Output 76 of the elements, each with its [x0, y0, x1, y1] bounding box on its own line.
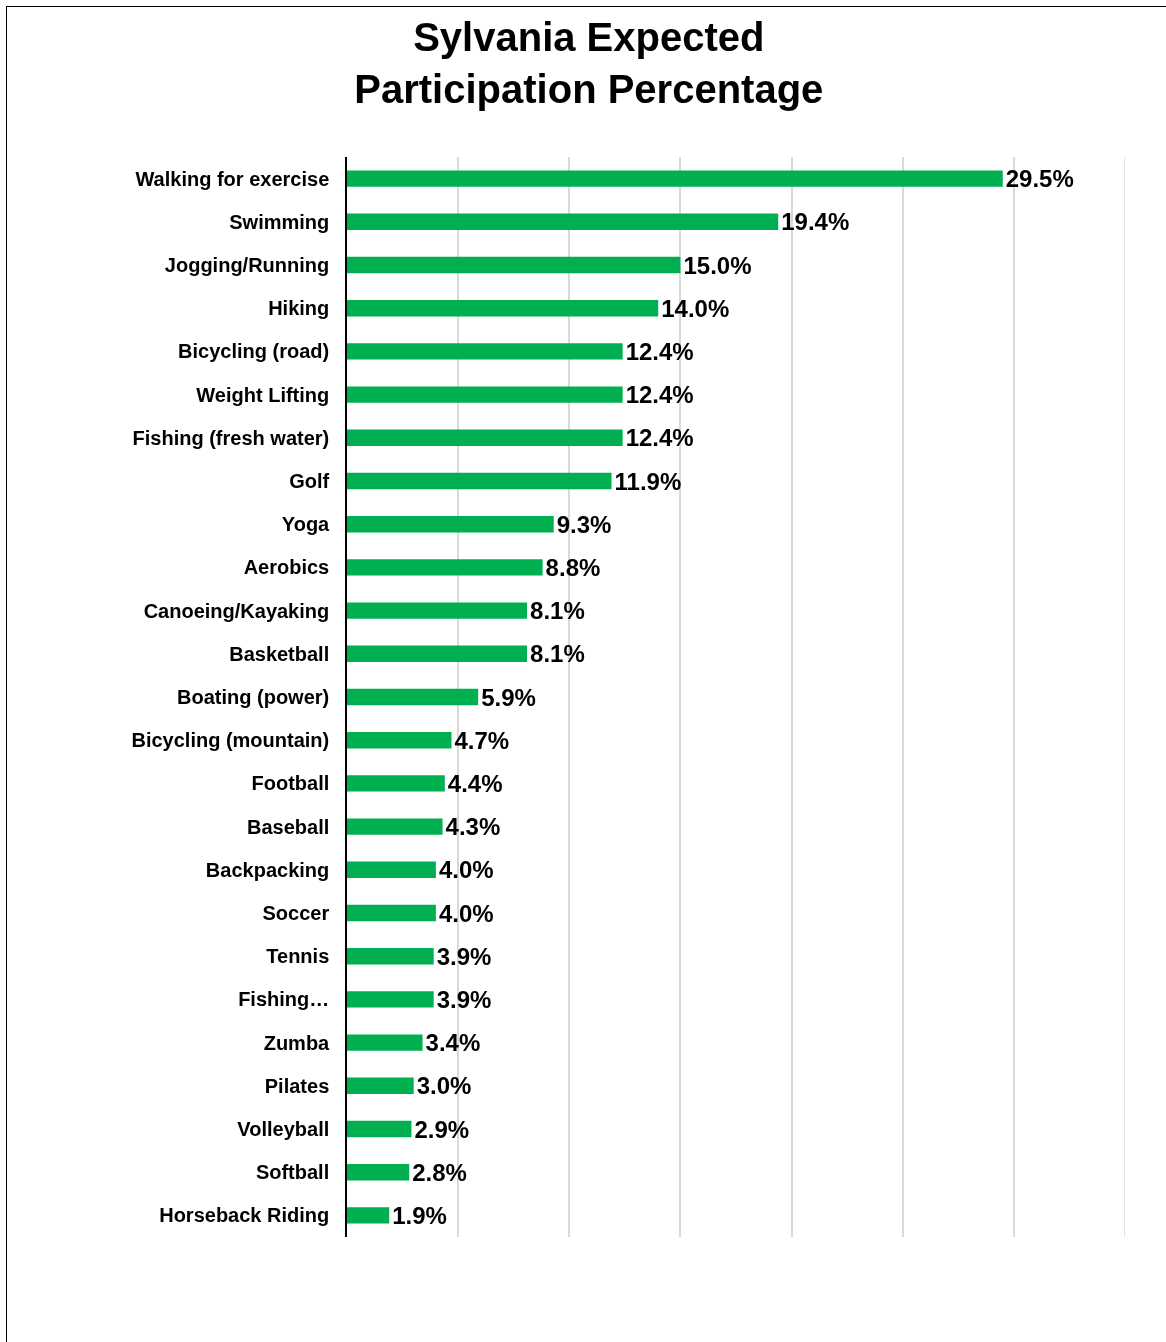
y-tick-label: Fishing…	[238, 988, 330, 1011]
bar	[347, 645, 528, 663]
bar	[347, 818, 443, 835]
bar	[347, 991, 434, 1008]
data-label: 3.0%	[416, 1072, 472, 1100]
y-tick-label: Walking for exercise	[135, 167, 330, 190]
data-label: 5.9%	[481, 683, 536, 711]
y-tick-label: Volleyball	[237, 1118, 330, 1140]
y-tick-label: Soccer	[262, 902, 330, 924]
y-tick-label: Hiking	[268, 297, 330, 320]
y-tick-label: Canoeing/Kayaking	[143, 599, 330, 622]
bar	[347, 256, 681, 274]
data-label: 12.4%	[625, 424, 694, 452]
bar	[347, 775, 445, 792]
bar	[347, 1163, 410, 1181]
y-tick-label: Backpacking	[205, 858, 330, 881]
y-tick-label: Horseback Riding	[159, 1204, 330, 1227]
y-tick-label: Pilates	[264, 1074, 330, 1097]
data-label: 4.0%	[438, 856, 494, 884]
data-label: 11.9%	[614, 467, 682, 495]
y-tick-label: Aerobics	[243, 556, 330, 579]
data-label: 3.9%	[436, 985, 492, 1013]
y-tick-label: Football	[251, 772, 330, 795]
bar	[347, 1077, 414, 1095]
bar	[347, 602, 528, 619]
data-label: 8.1%	[530, 640, 585, 668]
y-tick-label: Tennis	[266, 945, 330, 968]
data-label: 8.8%	[545, 553, 601, 581]
bar	[347, 688, 479, 706]
bar	[347, 1034, 423, 1051]
bar	[347, 386, 623, 403]
data-label: 2.8%	[412, 1158, 467, 1186]
data-label: 8.1%	[530, 597, 585, 625]
y-tick-label: Swimming	[229, 210, 330, 233]
y-tick-label: Bicycling (road)	[178, 340, 330, 363]
data-label: 12.4%	[625, 381, 694, 409]
y-tick-label: Basketball	[229, 642, 330, 665]
bar	[347, 515, 554, 533]
y-tick-label: Golf	[289, 470, 330, 492]
data-label: 2.9%	[414, 1115, 470, 1143]
y-tick-label: Bicycling (mountain)	[131, 729, 330, 752]
bar	[347, 559, 543, 576]
data-label: 4.7%	[454, 726, 510, 754]
data-label: 4.3%	[445, 813, 501, 841]
data-label: 1.9%	[392, 1201, 447, 1229]
bar	[347, 861, 436, 879]
bar	[347, 472, 612, 490]
y-tick-label: Fishing (fresh water)	[132, 426, 330, 449]
y-tick-label: Zumba	[263, 1031, 331, 1054]
data-label: 14.0%	[661, 294, 730, 322]
bar	[347, 731, 452, 749]
bar	[347, 343, 623, 360]
bar	[347, 1207, 390, 1224]
bar	[347, 947, 434, 965]
bar	[347, 213, 779, 231]
data-label: 4.0%	[438, 899, 494, 927]
y-tick-label: Jogging/Running	[164, 254, 330, 276]
y-tick-label: Baseball	[246, 815, 330, 838]
data-label: 4.4%	[447, 769, 503, 797]
y-tick-label: Boating (power)	[177, 686, 330, 708]
y-tick-label: Softball	[255, 1161, 330, 1184]
data-label: 12.4%	[625, 337, 694, 365]
data-label: 29.5%	[1005, 165, 1074, 193]
bar	[347, 904, 436, 922]
data-label: 15.0%	[683, 251, 752, 279]
bar	[347, 429, 623, 447]
data-label: 9.3%	[556, 510, 612, 538]
bar	[347, 170, 1003, 187]
bar	[347, 1120, 412, 1138]
data-label: 3.4%	[425, 1029, 481, 1057]
bar	[347, 299, 659, 317]
chart-title: Sylvania Expected Participation Percentage	[354, 15, 824, 111]
y-tick-label: Weight Lifting	[196, 383, 330, 406]
y-tick-label: Yoga	[281, 513, 331, 536]
data-label: 19.4%	[781, 208, 850, 236]
data-label: 3.9%	[436, 942, 492, 970]
